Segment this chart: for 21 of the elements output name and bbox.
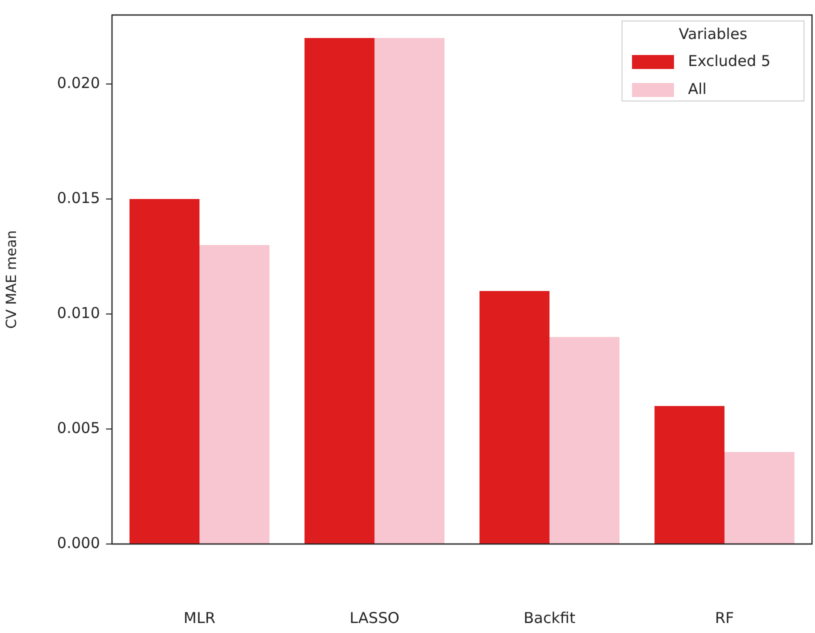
x-tick-label: MLR <box>184 608 216 627</box>
bar <box>724 452 794 544</box>
y-tick-label: 0.015 <box>57 188 100 207</box>
bar <box>480 291 550 544</box>
legend-title: Variables <box>678 24 748 43</box>
bar <box>374 38 444 544</box>
bar <box>130 199 200 544</box>
bar <box>550 337 620 544</box>
bar <box>200 245 270 544</box>
y-tick-label: 0.020 <box>57 74 100 92</box>
legend-label: All <box>688 80 707 98</box>
bar <box>654 406 724 544</box>
y-tick-label: 0.010 <box>57 304 100 322</box>
legend-label: Excluded 5 <box>688 52 771 70</box>
bar <box>304 38 374 544</box>
x-tick-label: LASSO <box>350 608 400 627</box>
y-axis-title: CV MAE mean <box>4 230 20 329</box>
y-tick-label: 0.000 <box>57 534 100 552</box>
y-tick-label: 0.005 <box>57 418 100 437</box>
x-tick-label: RF <box>714 608 734 627</box>
x-tick-label: Backfit <box>524 608 576 627</box>
